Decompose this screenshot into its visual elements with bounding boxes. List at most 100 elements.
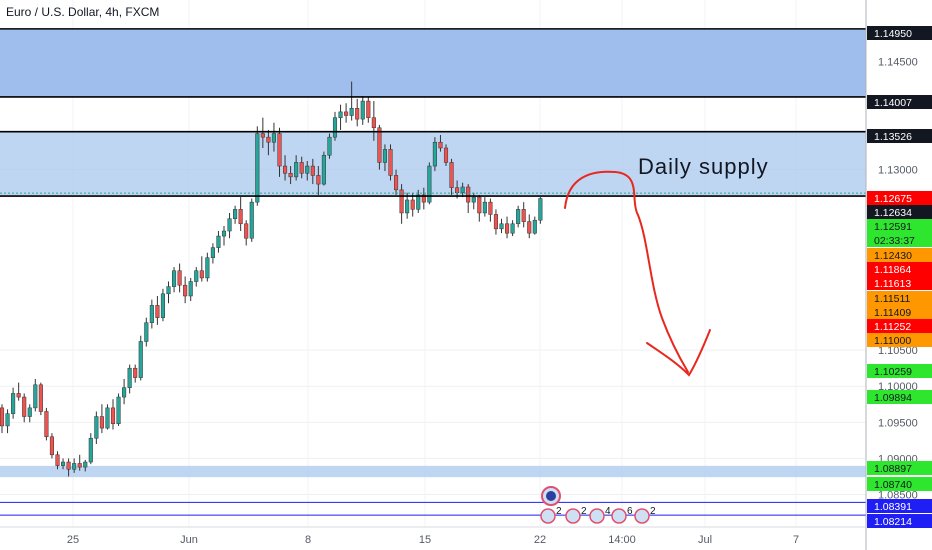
price-label-text: 1.11511 — [874, 293, 911, 305]
price-label-bg — [867, 333, 932, 347]
candle-body — [283, 165, 288, 174]
event-count: 2 — [650, 506, 656, 517]
candle-body — [427, 165, 432, 203]
candle-body — [66, 461, 71, 470]
candle-body — [538, 198, 543, 221]
price-label-bg — [867, 129, 932, 143]
price-label: 1.14007 — [867, 95, 932, 109]
candle-body — [338, 111, 343, 118]
candle-body — [138, 341, 143, 378]
candle-body — [488, 201, 493, 215]
candle-body — [344, 111, 349, 116]
price-label-text: 1.11409 — [874, 307, 911, 319]
time-tick-label: 7 — [793, 534, 799, 546]
price-label-text: 1.14007 — [874, 97, 912, 109]
candle-body — [155, 305, 160, 318]
event-flag-eu-inner-icon — [546, 491, 556, 501]
price-label-bg — [867, 26, 932, 40]
time-tick-label: 8 — [305, 534, 311, 546]
event-flag-icon — [634, 508, 650, 524]
candle-body — [471, 196, 476, 203]
annotation-daily-supply: Daily supply — [638, 154, 769, 179]
event-count: 2 — [556, 506, 562, 517]
candle-body — [11, 393, 16, 414]
candle-body — [382, 149, 387, 163]
candle-body — [55, 454, 60, 466]
zone-demand — [0, 465, 866, 478]
price-label-bg — [867, 514, 932, 528]
price-tick-label: 1.13000 — [878, 165, 918, 177]
candle-body — [110, 407, 116, 425]
candle-body — [122, 387, 127, 398]
price-tick-label: 1.08500 — [878, 490, 918, 502]
price-label: 1.14950 — [867, 26, 932, 40]
candle-body — [327, 136, 332, 156]
price-label: 1.12591 — [867, 219, 932, 233]
time-tick-label: 14:00 — [608, 534, 636, 546]
price-label-bg — [867, 461, 932, 475]
candle-body — [194, 270, 199, 282]
candle-body — [16, 393, 21, 398]
price-label-text: 1.14950 — [874, 28, 912, 40]
price-label: 1.13526 — [867, 129, 932, 143]
candle-body — [72, 463, 77, 470]
price-label-text: 1.08897 — [874, 463, 912, 475]
zone-upper-supply — [0, 28, 866, 97]
forecast-arrow-head — [646, 329, 711, 377]
time-tick-label: 15 — [419, 534, 431, 546]
candle-body — [271, 133, 276, 143]
candle-body — [438, 141, 443, 149]
candle-body — [83, 461, 88, 468]
price-label-text: 1.10259 — [874, 366, 912, 378]
price-label: 1.11000 — [867, 333, 932, 347]
price-axis[interactable]: 1.145001.130001.105001.100001.095001.090… — [878, 56, 918, 501]
candle-body — [421, 194, 426, 203]
price-label-bg — [867, 233, 932, 247]
event-flag-icon — [611, 508, 627, 524]
price-label: 1.08897 — [867, 461, 932, 475]
candle-body — [266, 136, 271, 143]
candle-body — [482, 201, 487, 214]
candle-body — [149, 305, 154, 323]
price-label: 1.12634 — [867, 205, 932, 219]
candle-body — [410, 199, 415, 210]
candle-body — [61, 461, 66, 466]
price-label-bg — [867, 262, 932, 276]
price-label-bg — [867, 248, 932, 262]
event-count: 4 — [605, 506, 611, 517]
event-flag-icon — [589, 508, 605, 524]
candle-body — [183, 284, 188, 297]
candle-body — [49, 436, 55, 456]
candle-body — [527, 221, 532, 234]
candle-body — [443, 147, 449, 163]
price-label-text: 02:33:37 — [874, 235, 915, 247]
price-label: 1.12675 — [867, 191, 932, 205]
price-label: 1.08391 — [867, 499, 932, 513]
price-label-bg — [867, 390, 932, 404]
price-label: 02:33:37 — [867, 233, 932, 247]
candle-body — [288, 173, 293, 178]
candle-body — [99, 416, 104, 429]
price-label-bg — [867, 477, 932, 491]
time-axis[interactable]: 25 Jun 8 15 22 14:00 Jul 7 — [67, 534, 799, 546]
zones-layer — [0, 28, 866, 478]
candle-body — [277, 133, 282, 167]
price-label: 1.08740 — [867, 477, 932, 491]
price-label: 1.08214 — [867, 514, 932, 528]
candle-body — [244, 223, 249, 239]
candle-body — [166, 286, 171, 295]
candle-body — [394, 175, 399, 191]
candle-body — [5, 413, 10, 427]
candle-body — [316, 175, 321, 185]
candle-body — [44, 411, 49, 438]
price-tick-label: 1.09500 — [878, 417, 918, 429]
candle-body — [27, 407, 32, 417]
price-label-text: 1.08740 — [874, 479, 912, 491]
candle-body — [210, 247, 215, 258]
price-label-bg — [867, 95, 932, 109]
candle-body — [216, 235, 221, 248]
candle-body — [188, 281, 193, 297]
candle-body — [127, 367, 132, 388]
candle-body — [432, 141, 437, 167]
